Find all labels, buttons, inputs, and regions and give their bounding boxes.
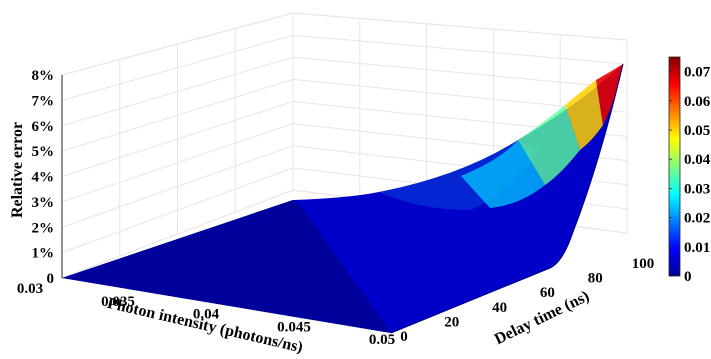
colorbar-tick-label: 0.02 — [684, 211, 710, 227]
y-tick-label: 0 — [400, 329, 408, 345]
colorbar-tick-label: 0.04 — [684, 152, 711, 168]
surface-color-band-5 — [596, 64, 623, 125]
colorbar-tick-label: 0.05 — [684, 123, 710, 139]
z-tick-labels: 0 1% 2% 3% 4% 5% 6% 7% 8% — [32, 68, 55, 287]
surface-color-band-3 — [518, 105, 580, 185]
z-tick-label: 8% — [32, 68, 55, 84]
y-tick-label: 100 — [632, 256, 655, 272]
z-tick-label: 0 — [47, 271, 55, 287]
z-tick-label: 6% — [32, 119, 55, 135]
z-axis-label: Relative error — [9, 122, 26, 218]
surface-front-edge — [390, 63, 624, 334]
z-tick-label: 7% — [32, 93, 55, 109]
colorbar: 0 0.01 0.02 0.03 0.04 0.05 0.06 0.07 — [668, 56, 711, 285]
z-tick-label: 2% — [32, 220, 55, 236]
colorbar-tick-label: 0.06 — [684, 94, 711, 110]
surface — [62, 63, 624, 334]
grid-line-z — [292, 34, 628, 65]
surface-shade-left — [62, 200, 391, 333]
z-tick-label: 5% — [32, 144, 55, 160]
colorbar-tick-labels: 0 0.01 0.02 0.03 0.04 0.05 0.06 0.07 — [669, 65, 711, 285]
surface-color-band-2 — [461, 140, 545, 208]
z-tick-label: 3% — [32, 195, 55, 211]
colorbar-tick-label: 0.01 — [684, 240, 710, 256]
colorbar-tick-label: 0.07 — [684, 65, 711, 81]
x-tick-label: 0.04 — [193, 307, 220, 323]
colorbar-tick-label: 0.03 — [684, 181, 710, 197]
axes-box — [61, 12, 628, 279]
colorbar-tick-label: 0 — [684, 269, 692, 285]
x-tick-label: 0.045 — [277, 319, 311, 335]
x-tick-label: 0.05 — [369, 332, 395, 348]
colorbar-gradient — [668, 56, 681, 277]
x-tick-label: 0.03 — [17, 281, 43, 297]
y-tick-label: 40 — [492, 300, 507, 316]
y-tick-label: 60 — [540, 285, 555, 301]
z-tick-label: 4% — [32, 170, 55, 186]
y-tick-label: 20 — [444, 314, 459, 330]
y-tick-label: 80 — [588, 271, 603, 287]
x-tick-label: 0.035 — [101, 294, 135, 310]
grid-line-z — [292, 12, 628, 41]
z-tick-label: 1% — [32, 246, 55, 262]
y-tick-labels: 0 20 40 60 80 100 — [400, 256, 654, 345]
grid-line-z — [292, 56, 628, 89]
x-tick-labels: 0.03 0.035 0.04 0.045 0.05 — [17, 281, 395, 348]
surface-color-band-4 — [565, 80, 603, 150]
